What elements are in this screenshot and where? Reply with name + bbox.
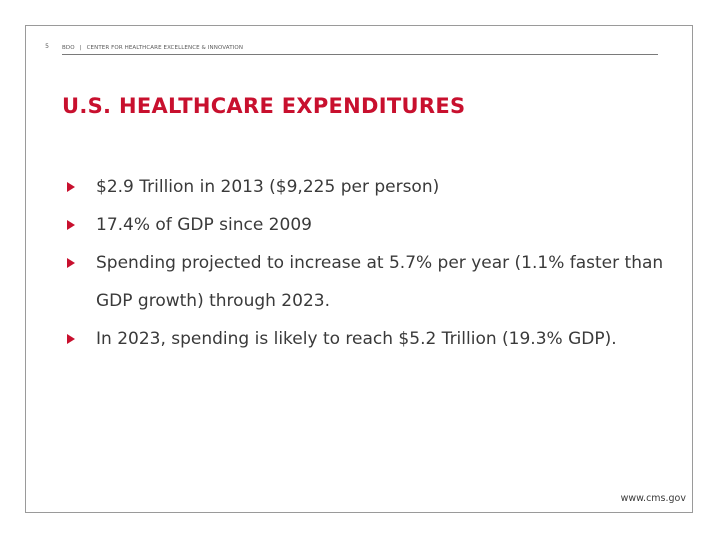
bullet-text: 17.4% of GDP since 2009 — [96, 215, 312, 235]
slide-header: BDO | CENTER FOR HEALTHCARE EXCELLENCE &… — [62, 43, 243, 53]
slide-frame — [25, 25, 693, 513]
triangle-bullet-icon — [67, 258, 75, 268]
source-link: www.cms.gov — [620, 493, 686, 504]
bullet-item: 17.4% of GDP since 2009 — [62, 206, 682, 244]
triangle-bullet-icon — [67, 182, 75, 192]
bullet-item: Spending projected to increase at 5.7% p… — [62, 244, 682, 320]
triangle-bullet-icon — [67, 334, 75, 344]
bullet-text: $2.9 Trillion in 2013 ($9,225 per person… — [96, 177, 440, 197]
section-label: CENTER FOR HEALTHCARE EXCELLENCE & INNOV… — [86, 45, 244, 51]
bullet-item: $2.9 Trillion in 2013 ($9,225 per person… — [62, 168, 682, 206]
page-title: U.S. HEALTHCARE EXPENDITURES — [62, 94, 466, 118]
header-divider — [62, 54, 658, 55]
bullet-text: In 2023, spending is likely to reach $5.… — [96, 329, 617, 349]
bullet-list: $2.9 Trillion in 2013 ($9,225 per person… — [62, 168, 682, 358]
brand-label: BDO — [62, 45, 75, 51]
page-number: 5 — [45, 43, 49, 50]
bullet-text: Spending projected to increase at 5.7% p… — [96, 253, 664, 311]
bullet-item: In 2023, spending is likely to reach $5.… — [62, 320, 682, 358]
triangle-bullet-icon — [67, 220, 75, 230]
header-separator: | — [79, 45, 82, 51]
